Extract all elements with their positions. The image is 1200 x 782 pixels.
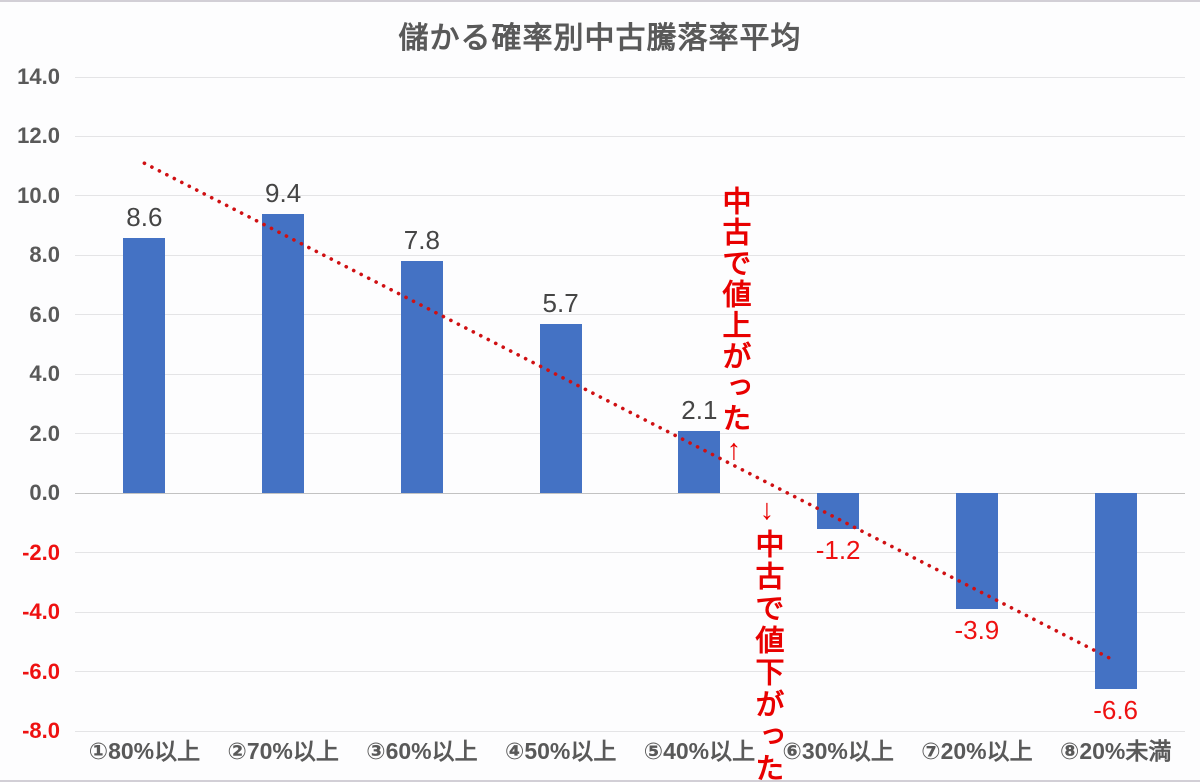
zero-axis-line xyxy=(75,492,1185,494)
bar-2 xyxy=(262,213,305,494)
gridline xyxy=(75,135,1185,137)
gridline xyxy=(75,730,1185,732)
x-axis-label: ⑧20%未満 xyxy=(1059,738,1172,764)
gridline xyxy=(75,671,1185,673)
gridline xyxy=(75,76,1185,78)
value-label: -1.2 xyxy=(815,534,861,565)
value-label: -6.6 xyxy=(1093,695,1139,726)
y-axis-label: 0.0 xyxy=(29,480,60,506)
gridline xyxy=(75,254,1185,256)
x-axis-label: ④50%以上 xyxy=(504,738,617,764)
y-axis-label: 6.0 xyxy=(29,301,60,327)
x-axis-label: ⑥30%以上 xyxy=(782,738,894,764)
x-axis-label: ①80%以上 xyxy=(88,738,201,764)
y-axis-label: -8.0 xyxy=(22,718,60,744)
bar-5 xyxy=(678,430,721,494)
y-axis-label: 10.0 xyxy=(17,182,60,208)
chart-title: 儲かる確率別中古騰落率平均 xyxy=(398,22,802,55)
value-label: 8.6 xyxy=(126,201,163,232)
bar-7 xyxy=(955,493,998,610)
gridline xyxy=(75,373,1185,375)
x-axis-label: ③60%以上 xyxy=(366,738,478,764)
bar-6 xyxy=(817,493,860,529)
y-axis-label: 12.0 xyxy=(17,123,60,149)
y-axis-label: -4.0 xyxy=(22,599,60,625)
y-axis-label: -2.0 xyxy=(22,539,60,565)
x-axis-label: ②70%以上 xyxy=(227,738,339,764)
y-axis-label: 8.0 xyxy=(29,242,60,268)
bar-1 xyxy=(123,237,166,494)
value-label: 5.7 xyxy=(542,287,579,318)
y-axis-label: -6.0 xyxy=(22,658,60,684)
gridline xyxy=(75,611,1185,613)
gridline xyxy=(75,314,1185,316)
value-label: 9.4 xyxy=(265,177,302,208)
gridline xyxy=(75,552,1185,554)
y-axis-label: 14.0 xyxy=(17,64,60,89)
annotation-price-up: 中古で値上がった↑ xyxy=(718,186,750,468)
bar-8 xyxy=(1094,493,1137,690)
x-axis-label: ⑦20%以上 xyxy=(921,738,1033,764)
gridline xyxy=(75,433,1185,435)
bar-4 xyxy=(539,323,582,494)
annotation-price-down: ↓中古で値下がった xyxy=(751,494,783,782)
value-label: 7.8 xyxy=(403,225,440,256)
x-axis-label: ⑤40%以上 xyxy=(643,738,756,764)
y-axis-label: 4.0 xyxy=(29,361,60,387)
bar-3 xyxy=(400,261,443,494)
value-label: -3.9 xyxy=(954,615,1000,646)
y-axis-label: 2.0 xyxy=(29,420,60,446)
